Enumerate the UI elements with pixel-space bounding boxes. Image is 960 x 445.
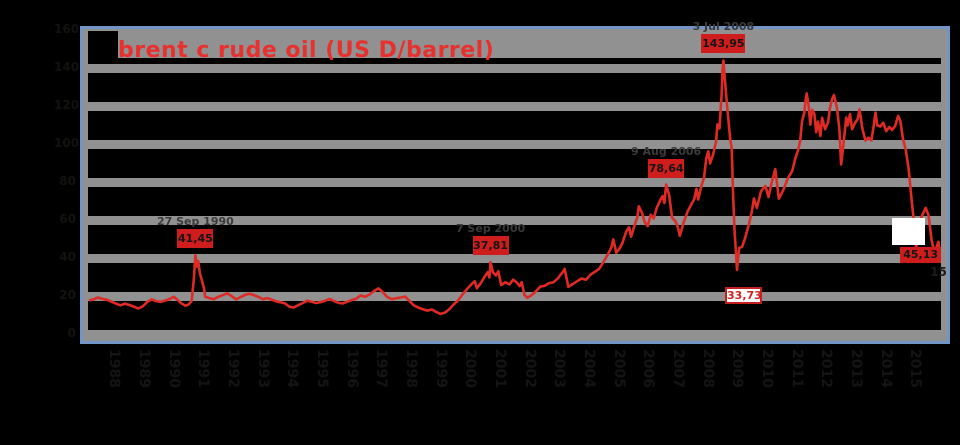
x-axis-label-2002: 2002 — [521, 349, 538, 388]
x-axis-label-1990: 1990 — [165, 349, 182, 388]
y-axis-label-80: 80 — [59, 174, 76, 188]
price-line-chart — [88, 59, 941, 316]
gridline-40 — [88, 253, 941, 263]
price-line-series — [88, 59, 941, 316]
x-axis-label-2008: 2008 — [699, 349, 716, 388]
x-axis-label-1996: 1996 — [343, 349, 360, 388]
x-axis-label-1995: 1995 — [314, 349, 331, 388]
gridline-60 — [88, 215, 941, 225]
y-axis-label-0: 0 — [67, 326, 76, 340]
x-axis-label-2000: 2000 — [462, 349, 479, 388]
x-axis-label-2003: 2003 — [551, 349, 568, 388]
gridline-100 — [88, 139, 941, 149]
x-axis-label-2013: 2013 — [847, 349, 864, 388]
x-axis-label-2015: 2015 — [907, 349, 924, 388]
plot-area — [88, 31, 941, 330]
x-axis-label-2001: 2001 — [492, 349, 509, 388]
blank-white-label — [891, 218, 925, 246]
peak-value-label: 78,64 — [648, 158, 685, 178]
chart-frame — [80, 26, 950, 344]
chart-title: brent c rude oil (US D/barrel) — [118, 38, 495, 63]
gridline-80 — [88, 177, 941, 187]
x-axis-label-1993: 1993 — [254, 349, 271, 388]
peak-date-label: 7 Sep 2000 — [455, 222, 526, 236]
last-price-label: 45,13 — [900, 247, 942, 264]
peak-date-label: 3 Jul 2008 — [692, 20, 755, 34]
gridline-120 — [88, 101, 941, 111]
gridline-140 — [88, 63, 941, 73]
x-axis-label-2012: 2012 — [818, 349, 835, 388]
y-axis-label-120: 120 — [54, 98, 80, 112]
x-axis-label-2010: 2010 — [758, 349, 775, 388]
last-price-date: 15 — [930, 265, 947, 280]
x-axis-label-2009: 2009 — [729, 349, 746, 388]
gridline-20 — [88, 291, 941, 301]
x-axis-label-1992: 1992 — [225, 349, 242, 388]
x-axis-label-1997: 1997 — [373, 349, 390, 388]
x-axis-label-2006: 2006 — [640, 349, 657, 388]
y-axis-label-20: 20 — [59, 288, 76, 302]
x-axis-label-1999: 1999 — [432, 349, 449, 388]
trough-value-label: 33,73 — [725, 286, 763, 304]
x-axis-label-1998: 1998 — [403, 349, 420, 388]
x-axis-label-2004: 2004 — [581, 349, 598, 388]
y-axis-label-140: 140 — [54, 60, 80, 74]
x-axis-label-2005: 2005 — [610, 349, 627, 388]
y-axis-label-100: 100 — [54, 136, 80, 150]
y-axis-label-60: 60 — [59, 212, 76, 226]
x-axis-label-2007: 2007 — [670, 349, 686, 388]
x-axis-label-2011: 2011 — [788, 349, 805, 388]
title-background-band — [118, 31, 941, 58]
x-axis-label-1991: 1991 — [195, 349, 212, 388]
peak-value-label: 37,81 — [472, 236, 509, 256]
y-axis-label-40: 40 — [59, 250, 76, 264]
peak-date-label: 27 Sep 1990 — [157, 215, 234, 229]
y-axis-label-160: 160 — [54, 22, 80, 36]
x-axis-label-1994: 1994 — [284, 349, 301, 388]
peak-value-label: 41,45 — [177, 229, 214, 249]
x-axis-label-2014: 2014 — [877, 349, 894, 388]
peak-value-label: 143,95 — [701, 34, 746, 54]
peak-date-label: 9 Aug 2006 — [631, 144, 702, 158]
x-axis-label-1989: 1989 — [136, 349, 153, 388]
x-axis-label-1988: 1988 — [106, 349, 123, 388]
